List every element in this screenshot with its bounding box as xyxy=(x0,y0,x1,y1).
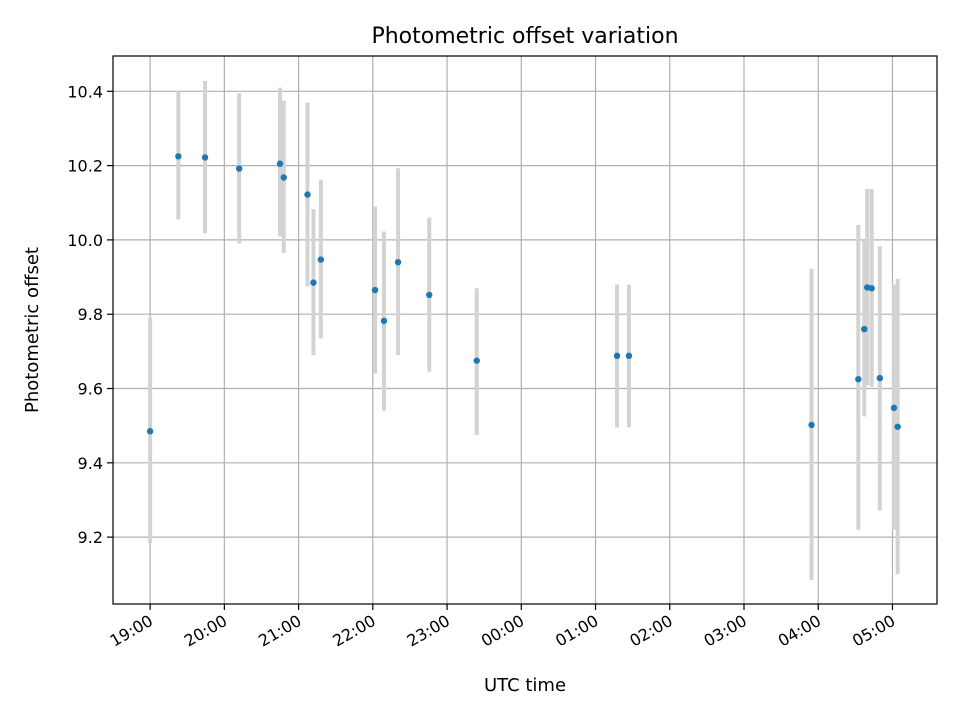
x-axis-label: UTC time xyxy=(484,675,566,696)
y-axis-label: Photometric offset xyxy=(22,247,43,413)
y-tick-label: 10.0 xyxy=(67,231,103,250)
chart-title: Photometric offset variation xyxy=(371,24,678,49)
data-point xyxy=(304,191,311,198)
data-points xyxy=(146,153,901,435)
y-tick-label: 9.8 xyxy=(78,305,103,324)
data-point xyxy=(276,160,284,167)
data-point xyxy=(808,421,815,429)
data-point xyxy=(235,165,243,172)
data-point xyxy=(868,285,875,292)
data-point xyxy=(317,256,325,263)
plot-frame xyxy=(112,55,938,605)
data-point xyxy=(890,404,898,412)
data-point xyxy=(380,317,388,325)
data-point xyxy=(894,423,901,430)
data-point xyxy=(613,352,621,360)
data-point xyxy=(394,258,402,266)
y-axis-ticks: 9.2 9.4 9.6 9.8 10.0 10.2 10.4 xyxy=(67,82,113,547)
y-tick-label: 10.2 xyxy=(67,157,103,176)
data-point xyxy=(201,154,209,161)
data-point xyxy=(146,428,154,435)
y-tick-label: 10.4 xyxy=(67,82,103,101)
data-point xyxy=(310,279,317,286)
y-tick-label: 9.2 xyxy=(78,528,103,547)
data-point xyxy=(426,291,433,299)
data-point xyxy=(175,153,182,160)
data-point xyxy=(855,376,862,383)
data-point xyxy=(625,352,633,360)
y-tick-label: 9.6 xyxy=(78,380,103,399)
data-point xyxy=(861,325,868,333)
data-point xyxy=(473,357,480,364)
data-point xyxy=(280,174,287,181)
y-tick-label: 9.4 xyxy=(78,454,103,473)
data-point xyxy=(371,286,379,294)
data-point xyxy=(876,374,884,382)
